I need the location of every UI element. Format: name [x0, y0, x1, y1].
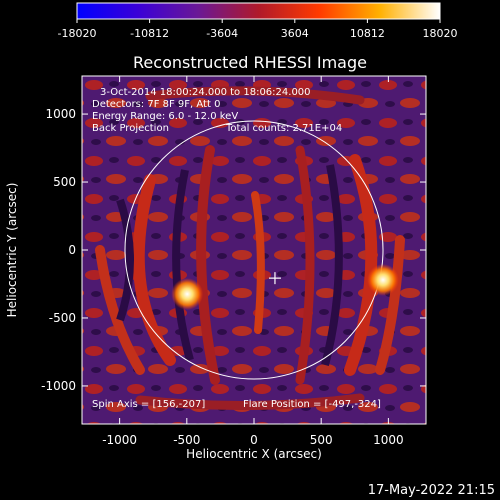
info-line-method: Back Projection	[92, 123, 169, 134]
spin-axis-label: Spin Axis = [156,-207]	[92, 399, 205, 410]
colorbar-tick-label: 18020	[423, 27, 458, 40]
timestamp: 17-May-2022 21:15	[368, 483, 495, 498]
fringe-dark-arcs	[116, 164, 343, 367]
colorbar-tick-label: -10812	[130, 27, 169, 40]
emission-sources	[171, 263, 399, 311]
y-axis-label: Heliocentric Y (arcsec)	[5, 183, 19, 318]
y-tick-label: 1000	[45, 107, 76, 121]
source-blob	[367, 263, 399, 296]
colorbar-tick-label: -18020	[58, 27, 97, 40]
colorbar-tick-label: -3604	[206, 27, 238, 40]
y-tick-label: 500	[53, 175, 76, 189]
flare-position-label: Flare Position = [-497,-324]	[243, 399, 381, 410]
x-axis-label: Heliocentric X (arcsec)	[186, 447, 322, 461]
y-tick-label: -500	[49, 311, 76, 325]
info-line-time: 3-Oct-2014 18:00:24.000 to 18:06:24.000	[100, 87, 311, 98]
colorbar-ticks: -18020 -10812 -3604 3604 10812 18020	[58, 19, 458, 40]
info-line-detectors: Detectors: 7F 8F 9F, Att 0	[92, 99, 220, 110]
spin-axis-marker	[268, 272, 281, 285]
info-line-counts: Total counts: 2.71E+04	[225, 123, 342, 134]
colorbar-tick-label: 10812	[350, 27, 385, 40]
x-tick-label: 500	[310, 433, 333, 447]
image-area	[82, 76, 426, 424]
x-tick-label: 0	[250, 433, 258, 447]
y-tick-label: 0	[68, 243, 76, 257]
source-blob	[171, 278, 204, 311]
y-tick-label: -1000	[41, 379, 76, 393]
info-block: 3-Oct-2014 18:00:24.000 to 18:06:24.000 …	[92, 87, 342, 134]
colorbar-tick-label: 3604	[281, 27, 309, 40]
solar-limb-circle	[124, 120, 384, 380]
plot-title: Reconstructed RHESSI Image	[133, 53, 367, 72]
x-tick-label: -1000	[102, 433, 137, 447]
fringe-arcs	[95, 86, 405, 411]
x-tick-label: 1000	[373, 433, 404, 447]
info-line-energy: Energy Range: 6.0 - 12.0 keV	[92, 111, 238, 122]
x-tick-label: -500	[173, 433, 200, 447]
colorbar: -18020 -10812 -3604 3604 10812 18020	[58, 2, 458, 40]
x-axis-ticks: -1000 -500 0 500 1000	[102, 76, 404, 447]
colorbar-bar	[76, 2, 441, 20]
y-axis-ticks: 1000 500 0 -500 -1000	[41, 107, 426, 393]
